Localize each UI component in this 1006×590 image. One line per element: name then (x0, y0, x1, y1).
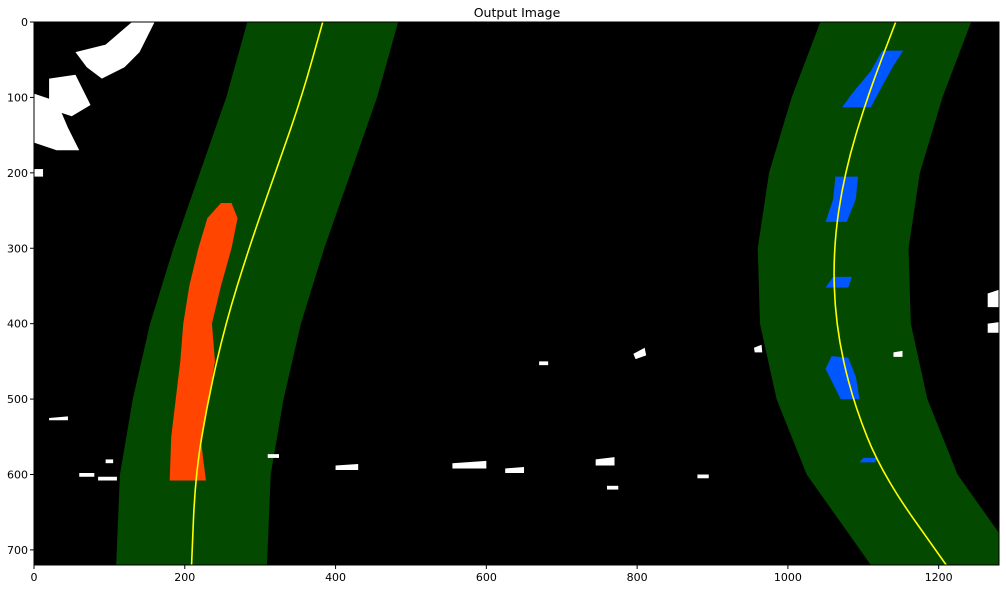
x-tick-label: 200 (174, 571, 195, 584)
y-tick-label: 600 (7, 469, 28, 482)
x-tick-label: 800 (627, 571, 648, 584)
other-pixels-13 (505, 466, 525, 473)
y-tick-label: 500 (7, 393, 28, 406)
other-pixels-9 (753, 344, 763, 353)
other-pixels-21 (606, 485, 619, 490)
x-axis: 0 200 400 600 800 1000 1200 (31, 565, 953, 584)
other-pixels-17 (105, 459, 114, 464)
image-content (34, 22, 999, 565)
y-tick-label: 100 (7, 91, 28, 104)
right-lane-pixels-3 (825, 176, 859, 222)
other-pixels-14 (335, 463, 359, 470)
y-axis: 0 100 200 300 400 500 600 700 (7, 16, 34, 557)
chart-title: Output Image (474, 5, 561, 20)
other-pixels-8 (633, 347, 647, 360)
other-pixels-20 (697, 474, 709, 479)
other-pixels-3 (75, 22, 155, 79)
right-lane-pixels-2 (842, 50, 904, 108)
x-tick-label: 0 (31, 571, 38, 584)
other-pixels-2 (34, 169, 44, 177)
right-lane-pixels-4 (825, 276, 852, 288)
other-pixels-5 (987, 289, 999, 308)
other-pixels-18 (49, 416, 68, 421)
other-pixels-7 (539, 361, 549, 366)
x-tick-label: 1000 (774, 571, 802, 584)
y-tick-label: 0 (21, 16, 28, 29)
left-lane-pixels-1 (169, 203, 238, 481)
y-tick-label: 200 (7, 167, 28, 180)
x-tick-label: 400 (325, 571, 346, 584)
other-pixels-6 (987, 322, 999, 333)
other-pixels-4 (49, 74, 91, 117)
other-pixels-1 (34, 93, 80, 151)
y-tick-label: 700 (7, 544, 28, 557)
x-tick-label: 1200 (925, 571, 953, 584)
other-pixels-10 (893, 350, 903, 357)
right-lane-pixels-6 (859, 457, 879, 463)
y-tick-label: 400 (7, 318, 28, 331)
fit-line-1 (190, 22, 324, 565)
search-band-2 (757, 22, 999, 565)
axes-frame (33, 21, 1000, 566)
other-pixels-15 (79, 472, 95, 477)
other-pixels-16 (98, 476, 117, 481)
y-tick-label: 300 (7, 242, 28, 255)
plot-area (33, 21, 1000, 566)
other-pixels-12 (595, 457, 615, 466)
x-tick-label: 600 (476, 571, 497, 584)
other-pixels-11 (452, 460, 487, 469)
fit-line-2 (833, 22, 947, 565)
other-pixels-19 (267, 454, 280, 458)
